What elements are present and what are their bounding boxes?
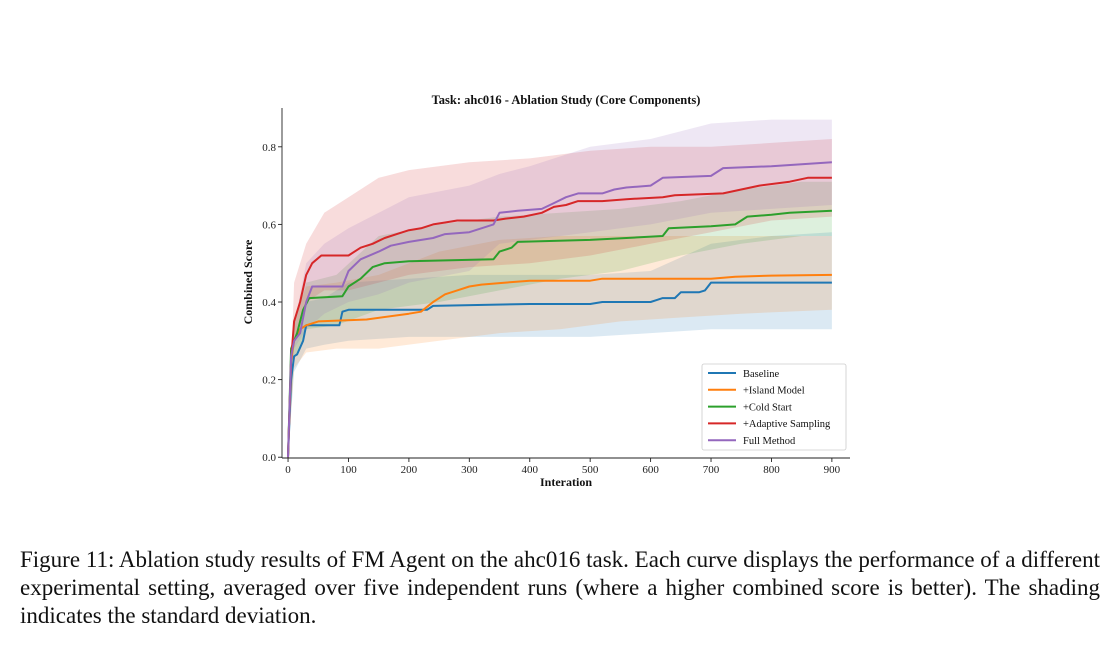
x-axis-title: Interation [540, 475, 592, 489]
y-tick-label: 0.2 [262, 375, 276, 387]
std-band-2 [288, 181, 832, 458]
chart-title: Task: ahc016 - Ablation Study (Core Comp… [432, 93, 701, 107]
legend-entry-3: +Adaptive Sampling [743, 419, 831, 430]
x-tick-label: 600 [642, 464, 659, 476]
legend-entry-4: Full Method [743, 436, 796, 447]
x-tick-label: 800 [763, 464, 780, 476]
x-tick-label: 500 [582, 464, 599, 476]
y-tick-label: 0.6 [262, 219, 276, 231]
y-axis-title: Combined Score [241, 239, 255, 324]
y-tick-label: 0.8 [262, 142, 276, 154]
y-tick-label: 0.4 [262, 297, 276, 309]
series-line-4 [287, 161, 832, 458]
x-tick-label: 100 [340, 464, 357, 476]
figure-caption: Figure 11: Ablation study results of FM … [20, 547, 1100, 628]
legend-entry-0: Baseline [743, 369, 779, 380]
series-line-3 [287, 176, 832, 458]
x-tick-label: 200 [401, 464, 418, 476]
legend-entry-1: +Island Model [743, 386, 805, 397]
series-line-1 [287, 273, 832, 458]
series-line-0 [287, 281, 832, 458]
std-band-3 [288, 139, 832, 458]
series-line-2 [287, 209, 832, 458]
x-tick-label: 300 [461, 464, 478, 476]
x-tick-label: 0 [285, 464, 291, 476]
y-tick-label: 0.0 [262, 452, 276, 464]
series-lines [287, 161, 832, 458]
x-tick-label: 900 [824, 464, 841, 476]
legend-entry-2: +Cold Start [743, 402, 792, 413]
std-band-0 [288, 232, 832, 458]
legend: Baseline +Island Model +Cold Start +Adaptiv… [701, 363, 847, 451]
std-band-4 [288, 119, 832, 458]
axes: 0 100 200 300 400 500 600 700 800 900 0.0 0.2 0.4 0.6… [262, 108, 850, 476]
legend-frame [701, 363, 847, 451]
x-tick-label: 400 [521, 464, 538, 476]
ablation-chart: Task: ahc016 - Ablation Study (Core Comp… [241, 93, 850, 489]
x-tick-label: 700 [703, 464, 720, 476]
